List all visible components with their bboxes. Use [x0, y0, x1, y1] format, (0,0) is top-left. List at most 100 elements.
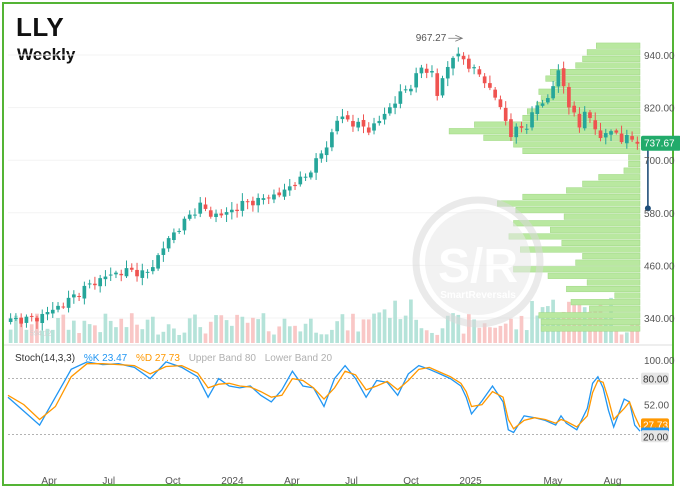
volume-bar: [488, 327, 492, 343]
stoch-legend-k: %K 23.47: [83, 353, 128, 364]
volume-bar: [372, 313, 376, 343]
candle-body: [356, 121, 361, 128]
volume-profile-bar: [513, 220, 641, 227]
time-axis-label: 2024: [221, 476, 244, 487]
volume-bar: [145, 319, 150, 343]
volume-profile-layer: [448, 42, 641, 332]
watermark: S/R SmartReversals: [412, 196, 544, 328]
candle-body: [45, 312, 50, 315]
volume-bar: [356, 331, 361, 343]
candle-body: [598, 130, 603, 139]
candle-body: [451, 57, 455, 69]
candle-body: [187, 214, 192, 219]
candle-body: [624, 135, 629, 144]
time-axis-label: Apr: [41, 476, 57, 487]
volume-bar: [150, 316, 155, 343]
stoch-legend-d: %D 27.73: [135, 353, 180, 364]
volume-bar: [398, 319, 403, 343]
stoch-upper-badge: 80.00: [643, 375, 668, 386]
volume-bar: [198, 327, 203, 343]
volume-profile-bar: [448, 128, 641, 135]
volume-bar: [29, 324, 34, 343]
price-badge-bg: [641, 135, 680, 151]
volume-bar: [135, 324, 139, 343]
stoch-d-line: [7, 363, 641, 430]
volume-bar: [129, 313, 134, 343]
volume-profile-bar: [536, 101, 641, 108]
volume-bar: [156, 334, 160, 343]
candle-body: [214, 213, 218, 218]
low-label: 594.12: [30, 331, 52, 338]
volume-profile-bar: [483, 134, 641, 141]
volume-profile-bar: [497, 200, 641, 207]
candle-body: [82, 285, 87, 299]
volume-bar: [8, 329, 13, 343]
candle-body: [261, 198, 266, 200]
volume-profile-bar: [566, 285, 641, 293]
volume-bar: [251, 317, 255, 343]
price-axis-tick: 580.00: [644, 209, 675, 220]
volume-profile-bar: [575, 259, 641, 266]
candle-body: [488, 83, 492, 88]
candle-body: [340, 116, 345, 120]
volume-bar: [219, 315, 224, 343]
candle-body: [293, 184, 297, 187]
candle-body: [593, 120, 598, 130]
candle-body: [35, 317, 39, 322]
volume-bar: [503, 323, 508, 343]
candle-body: [335, 120, 340, 132]
candle-body: [398, 91, 403, 104]
candle-body: [588, 112, 592, 119]
price-axis-tick: 700.00: [644, 156, 675, 167]
volume-bar: [351, 313, 355, 343]
candle-body: [124, 268, 129, 277]
volume-bar: [240, 316, 245, 343]
volume-layer: [8, 297, 640, 343]
candle-body: [282, 189, 287, 197]
volume-bar: [245, 322, 250, 343]
volume-bar: [272, 334, 276, 343]
peak-marker: [448, 34, 464, 42]
volume-bar: [172, 328, 176, 343]
volume-bar: [409, 299, 413, 343]
price-badge: 737.67: [641, 135, 680, 151]
volume-bar: [319, 334, 324, 343]
candle-body: [456, 53, 461, 57]
volume-bar: [482, 323, 487, 343]
volume-profile-bar: [575, 62, 641, 69]
volume-bar: [208, 321, 213, 343]
volume-profile-bar: [550, 68, 641, 76]
volume-bar: [424, 330, 429, 343]
candle-body: [509, 119, 513, 138]
volume-bar: [630, 324, 634, 343]
candle-body: [424, 68, 429, 73]
volume-bar: [40, 330, 45, 343]
stoch-d-badge-bg: [641, 418, 669, 431]
volume-bar: [61, 314, 66, 343]
price-axis: 940.00 820.00 700.00 580.00 460.00 340.00: [644, 51, 675, 325]
candle-body: [161, 248, 166, 255]
volume-bar: [203, 333, 208, 343]
volume-bar: [77, 333, 81, 343]
stoch-axis-tick: 52.00: [644, 401, 669, 412]
candle-body: [514, 126, 519, 138]
candle-body: [461, 55, 466, 60]
candle-body: [561, 68, 566, 87]
volume-bar: [98, 332, 103, 343]
volume-profile-bar: [614, 292, 641, 299]
volume-bar: [477, 327, 482, 343]
candle-body: [98, 278, 103, 287]
candle-body: [630, 136, 634, 140]
volume-bar: [393, 300, 397, 343]
candle-body: [535, 105, 540, 114]
candle-body: [198, 202, 203, 214]
candle-body: [203, 204, 208, 209]
candle-body: [235, 209, 239, 212]
candle-body: [114, 272, 118, 275]
volume-bar: [229, 325, 234, 343]
candle-body: [324, 147, 329, 156]
stoch-panel: [7, 361, 641, 435]
volume-bar: [93, 325, 97, 343]
volume-bar: [261, 313, 266, 343]
